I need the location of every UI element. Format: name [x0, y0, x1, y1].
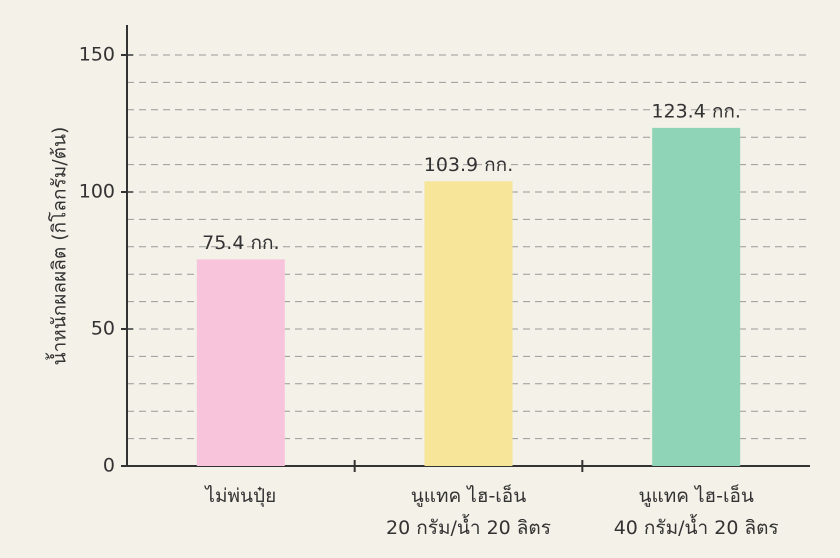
- y-tick-label: 100: [79, 181, 115, 203]
- y-tick-label: 0: [103, 455, 115, 477]
- bar: [652, 127, 741, 466]
- x-tick-label: นูแทค ไฮ-เอ็น 20 กรัม/น้ำ 20 ลิตร: [386, 483, 551, 539]
- value-label: 103.9 กก.: [424, 154, 513, 176]
- y-tick-label: 50: [91, 318, 115, 340]
- y-tick-label: 150: [79, 44, 115, 66]
- x-tick-label-line: ไม่พ่นปุ๋ย: [203, 485, 276, 508]
- x-tick-label-line: 40 กรัม/น้ำ 20 ลิตร: [614, 514, 779, 539]
- bar: [196, 259, 285, 466]
- x-tick-label-line: นูแทค ไฮ-เอ็น: [638, 483, 753, 507]
- y-axis-label: น้ำหนักผลผลิต (กิโลกรัม/ต้น): [46, 127, 71, 366]
- x-tick-label-line: นูแทค ไฮ-เอ็น: [411, 483, 526, 507]
- value-label: 123.4 กก.: [651, 100, 740, 122]
- x-tick-label-line: 20 กรัม/น้ำ 20 ลิตร: [386, 514, 551, 539]
- bar: [424, 181, 513, 466]
- x-tick-label: ไม่พ่นปุ๋ย: [203, 485, 276, 508]
- value-label: 75.4 กก.: [202, 232, 279, 254]
- x-tick-label: นูแทค ไฮ-เอ็น 40 กรัม/น้ำ 20 ลิตร: [614, 483, 779, 539]
